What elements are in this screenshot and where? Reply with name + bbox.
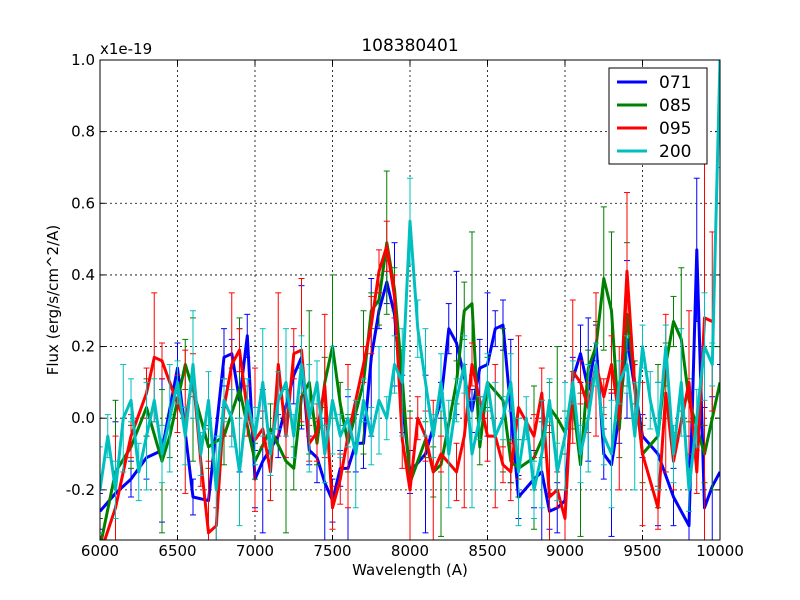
x-tick-label: 10000	[696, 542, 744, 560]
y-tick-label: 0.2	[71, 338, 95, 356]
legend-label-095: 095	[659, 119, 691, 139]
series-line-095	[103, 244, 713, 540]
legend-box	[608, 67, 708, 165]
legend-label-071: 071	[659, 73, 691, 93]
y-tick-label: -0.2	[66, 481, 95, 499]
x-tick-label: 9000	[546, 542, 584, 560]
series-layer	[100, 60, 720, 540]
legend-label-200: 200	[659, 142, 691, 162]
chart-title: 108380401	[361, 36, 458, 56]
x-tick-label: 9500	[623, 542, 661, 560]
y-tick-label: 0.4	[71, 266, 95, 284]
x-tick-label: 8000	[391, 542, 429, 560]
legend-label-085: 085	[659, 96, 691, 116]
x-tick-label: 8500	[468, 542, 506, 560]
series-200	[100, 60, 720, 540]
legend: 071 085 095 200	[608, 67, 708, 165]
y-offset-label: x1e-19	[100, 40, 152, 58]
x-axis-title: Wavelength (A)	[352, 561, 468, 579]
plot-frame	[99, 59, 721, 541]
x-tick-label: 7500	[313, 542, 351, 560]
y-axis-title: Flux (erg/s/cm^2/A)	[44, 225, 62, 376]
x-tick-label: 7000	[236, 542, 274, 560]
x-tick-label: 6500	[158, 542, 196, 560]
y-tick-label: 0.8	[71, 123, 95, 141]
x-tick-label: 6000	[81, 542, 119, 560]
y-tick-label: 0.6	[71, 194, 95, 212]
axis-ticks: 6000 6500 7000 7500 8000 8500 9000 9500 10000 -0.…	[66, 51, 744, 560]
series-line-200	[100, 60, 720, 492]
y-tick-label: 1.0	[71, 51, 95, 69]
y-tick-label: 0.0	[71, 409, 95, 427]
